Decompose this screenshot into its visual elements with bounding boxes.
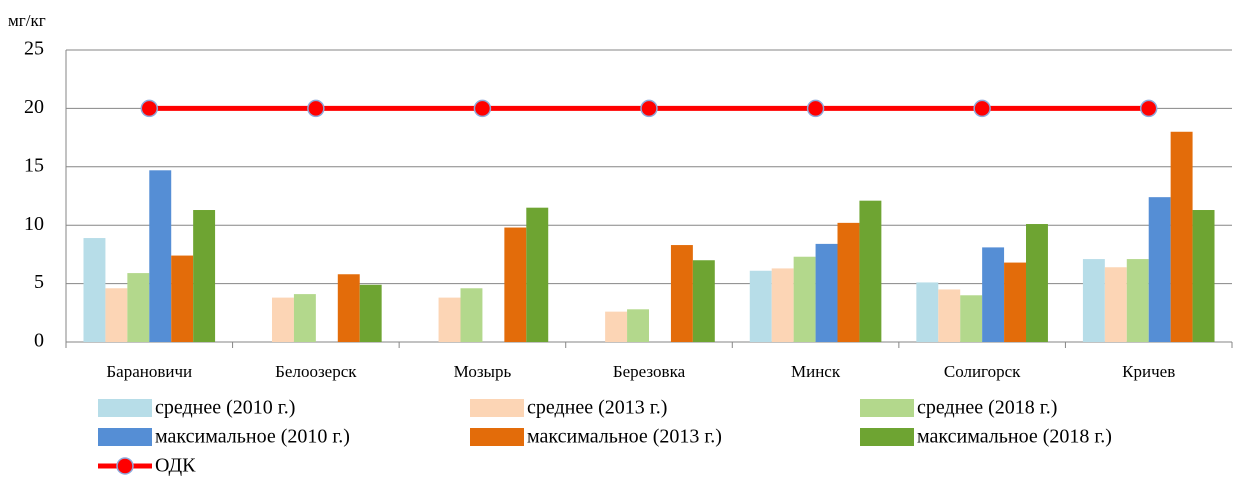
bar	[1082, 259, 1105, 342]
bar	[670, 245, 693, 342]
y-axis-label: мг/кг	[8, 11, 46, 30]
bar	[837, 222, 860, 342]
legend-label: среднее (2018 г.)	[917, 397, 1057, 419]
legend-swatch	[860, 428, 914, 446]
bar	[960, 295, 983, 342]
bar	[1170, 131, 1193, 342]
bar	[105, 288, 128, 342]
legend-label: максимальное (2018 г.)	[917, 426, 1112, 448]
legend-swatch	[98, 399, 152, 417]
y-tick-label: 25	[24, 38, 44, 60]
marker	[973, 99, 991, 118]
y-tick-label: 20	[24, 96, 44, 118]
bar	[771, 268, 794, 342]
legend-swatch	[470, 428, 524, 446]
legend-swatch	[98, 428, 152, 446]
bar	[859, 200, 882, 342]
marker	[307, 99, 325, 118]
marker	[473, 99, 492, 118]
legend-label: ОДК	[155, 455, 196, 477]
y-tick-label: 5	[34, 271, 44, 293]
x-tick-label: Мозырь	[454, 362, 512, 381]
y-tick-label: 15	[24, 154, 44, 176]
x-tick-label: Минск	[791, 362, 841, 381]
x-tick-label: Березовка	[613, 362, 686, 381]
bar	[982, 247, 1005, 342]
marker	[1139, 99, 1158, 118]
legend-swatch	[470, 399, 524, 417]
legend-swatch	[116, 457, 134, 475]
bar	[171, 255, 194, 342]
bar	[438, 297, 461, 342]
bar	[1148, 197, 1171, 342]
bar	[749, 270, 772, 342]
bar	[815, 243, 838, 342]
x-tick-label: Кричев	[1122, 362, 1175, 381]
legend-label: максимальное (2010 г.)	[155, 426, 350, 448]
bar	[193, 210, 216, 342]
y-tick-label: 10	[24, 213, 44, 235]
bar	[271, 297, 294, 342]
bar	[526, 207, 549, 342]
y-tick-label: 0	[34, 330, 44, 352]
bar	[1192, 210, 1215, 342]
bar	[359, 284, 382, 342]
bar	[337, 274, 360, 342]
legend-label: среднее (2010 г.)	[155, 397, 295, 419]
marker	[806, 99, 825, 118]
bar	[149, 170, 172, 342]
bar	[1026, 224, 1048, 342]
bar	[293, 294, 316, 342]
marker	[640, 99, 658, 118]
legend-swatch	[860, 399, 914, 417]
bar	[605, 311, 628, 342]
x-tick-label: Барановичи	[106, 362, 192, 381]
bar	[916, 282, 939, 342]
bar	[692, 260, 715, 342]
legend-label: максимальное (2013 г.)	[527, 426, 722, 448]
bar	[627, 309, 649, 342]
bar	[938, 289, 961, 342]
bar	[1104, 267, 1127, 342]
bar	[460, 288, 483, 342]
x-tick-label: Белоозерск	[275, 362, 357, 381]
bar	[127, 273, 150, 342]
x-tick-label: Солигорск	[944, 362, 1021, 381]
bar	[793, 256, 816, 342]
bar	[1004, 262, 1027, 342]
bar	[504, 227, 527, 342]
legend-label: среднее (2013 г.)	[527, 397, 667, 419]
bar	[1126, 259, 1149, 342]
marker	[140, 99, 159, 118]
bar	[83, 238, 106, 342]
